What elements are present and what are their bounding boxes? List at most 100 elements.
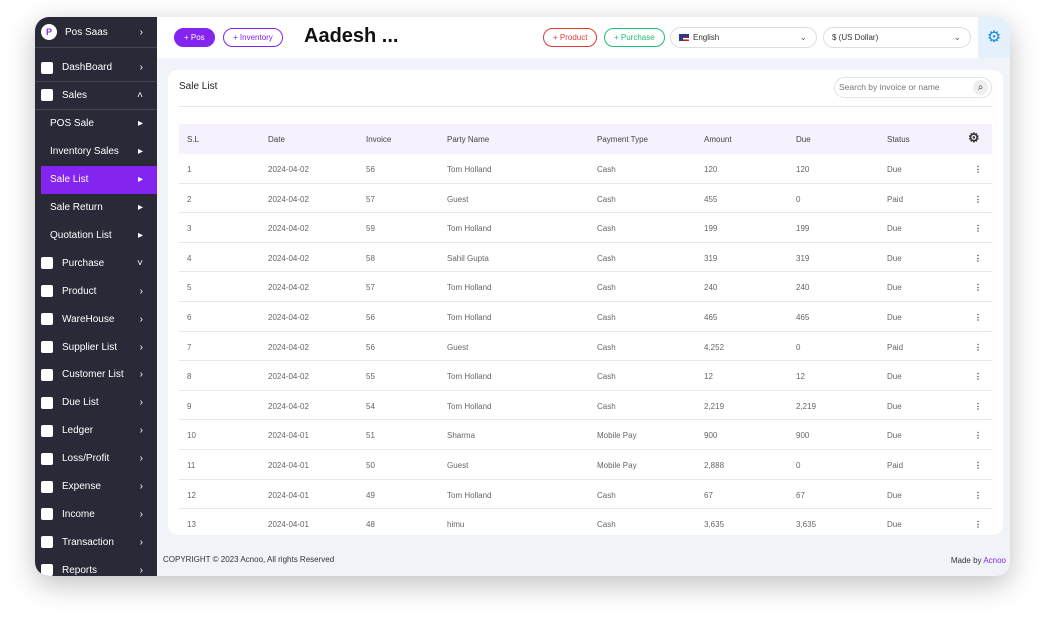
row-actions-menu-icon[interactable]: ⋮ [974,312,982,322]
row-actions-menu-icon[interactable]: ⋮ [974,194,982,204]
settings-gear-icon[interactable]: ⚙ [978,17,1010,58]
sidebar-item-sales[interactable]: Sales ˄ [35,82,157,110]
sidebar-item-quotation-list[interactable]: Quotation List ▸ [35,221,157,249]
table-cell: 2 [187,194,192,204]
sidebar-item-loss-profit[interactable]: Loss/Profit › [35,445,157,473]
sidebar-item-expense[interactable]: Expense › [35,473,157,501]
search-icon[interactable]: ⌕ [973,80,988,95]
currency-select[interactable]: $ (US Dollar) ⌄ [823,27,971,48]
table-cell: 2024-04-02 [268,401,309,411]
sidebar-item-transaction[interactable]: Transaction › [35,528,157,556]
sidebar-item-inventory-sales[interactable]: Inventory Sales ▸ [35,138,157,166]
chevron-right-icon: › [139,26,143,38]
table-cell: Cash [597,253,616,263]
chevron-icon: › [139,62,143,73]
table-cell: Cash [597,165,616,174]
table-cell: 50 [366,460,375,470]
sidebar-item-dashboard[interactable]: DashBoard › [35,54,157,82]
table-cell: Due [887,312,902,322]
inventory-button[interactable]: + Inventory [223,28,283,47]
table-cell: Cash [597,283,616,293]
column-header: Party Name [447,135,490,144]
table-row[interactable]: 2 2024-04-02 57 Guest Cash 455 0 Paid ⋮ [179,184,992,214]
row-actions-menu-icon[interactable]: ⋮ [974,283,982,293]
pos-button[interactable]: + Pos [174,28,215,47]
table-cell: 3 [187,224,192,234]
row-actions-menu-icon[interactable]: ⋮ [974,401,982,411]
table-cell: Tom Holland [447,312,492,322]
row-actions-menu-icon[interactable]: ⋮ [974,490,982,500]
sidebar-item-product[interactable]: Product › [35,277,157,305]
sidebar-item-warehouse[interactable]: WareHouse › [35,305,157,333]
table-row[interactable]: 6 2024-04-02 56 Tom Holland Cash 465 465 Due ⋮ [179,302,992,332]
sidebar-item-label: Ledger [62,425,94,437]
sidebar-item-due-list[interactable]: Due List › [35,389,157,417]
store-title: Aadesh ... [304,25,399,47]
table-row[interactable]: 12 2024-04-01 49 Tom Holland Cash 67 67 Due ⋮ [179,480,992,510]
table-cell: 2024-04-02 [268,224,309,234]
sidebar-item-sale-list[interactable]: Sale List ▸ [41,165,157,194]
sidebar-brand[interactable]: P Pos Saas › [35,17,157,48]
sidebar-item-label: DashBoard [62,62,113,73]
table-row[interactable]: 3 2024-04-02 59 Tom Holland Cash 199 199 Due ⋮ [179,213,992,243]
table-cell: Tom Holland [447,224,492,234]
row-actions-menu-icon[interactable]: ⋮ [974,165,982,174]
table-cell: 3,635 [796,520,817,530]
sidebar-item-sale-return[interactable]: Sale Return ▸ [35,194,157,222]
table-row[interactable]: 1 2024-04-02 56 Tom Holland Cash 120 120 Due ⋮ [179,154,992,184]
sidebar-item-purchase[interactable]: Purchase ˅ [35,249,157,277]
row-actions-menu-icon[interactable]: ⋮ [974,460,982,470]
table-row[interactable]: 5 2024-04-02 57 Tom Holland Cash 240 240 Due ⋮ [179,272,992,302]
sidebar-item-pos-sale[interactable]: POS Sale ▸ [35,110,157,138]
row-actions-menu-icon[interactable]: ⋮ [974,431,982,441]
menu-icon [41,396,53,409]
table-cell: Tom Holland [447,165,492,174]
table-cell: 0 [796,342,801,352]
table-row[interactable]: 7 2024-04-02 56 Guest Cash 4,252 0 Paid ⋮ [179,332,992,362]
table-cell: Paid [887,194,904,204]
sidebar-item-reports[interactable]: Reports › [35,556,157,576]
sidebar-item-income[interactable]: Income › [35,500,157,528]
table-cell: Guest [447,194,469,204]
chevron-icon: ▸ [137,174,143,186]
column-header: Amount [704,135,732,144]
chevron-icon: ˄ [137,89,143,101]
table-cell: 2024-04-02 [268,194,309,204]
table-row[interactable]: 11 2024-04-01 50 Guest Mobile Pay 2,888 0 Paid ⋮ [179,450,992,480]
sidebar-item-label: Sale Return [50,202,103,213]
table-cell: 2,888 [704,460,725,470]
table-row[interactable]: 10 2024-04-01 51 Sharma Mobile Pay 900 900 Due ⋮ [179,420,992,450]
table-cell: Due [887,224,902,234]
row-actions-menu-icon[interactable]: ⋮ [974,372,982,382]
add-product-button[interactable]: + Product [543,28,598,47]
column-settings-gear-icon[interactable]: ⚙ [968,130,980,145]
made-by-link[interactable]: Acnoo [983,556,1006,565]
table-cell: 55 [366,372,375,382]
menu-icon [41,508,53,521]
sidebar-item-customer-list[interactable]: Customer List › [35,361,157,389]
row-actions-menu-icon[interactable]: ⋮ [974,342,982,352]
language-select[interactable]: English ⌄ [670,27,817,48]
table-row[interactable]: 4 2024-04-02 58 Sahil Gupta Cash 319 319 Due ⋮ [179,243,992,273]
chevron-icon: › [139,536,143,548]
sidebar-item-supplier-list[interactable]: Supplier List › [35,333,157,361]
row-actions-menu-icon[interactable]: ⋮ [974,224,982,234]
table-row[interactable]: 8 2024-04-02 55 Tom Holland Cash 12 12 Due ⋮ [179,361,992,391]
add-purchase-button[interactable]: + Purchase [604,28,665,47]
table-cell: Due [887,520,902,530]
table-row[interactable]: 13 2024-04-01 48 himu Cash 3,635 3,635 Due ⋮ [179,509,992,535]
menu-icon [41,536,53,549]
table-cell: Tom Holland [447,401,492,411]
table-cell: Cash [597,194,616,204]
sidebar-item-ledger[interactable]: Ledger › [35,417,157,445]
row-actions-menu-icon[interactable]: ⋮ [974,253,982,263]
search-input[interactable]: Search by invoice or name ⌕ [834,77,992,98]
chevron-down-icon: ⌄ [953,32,961,42]
table-cell: Due [887,283,902,293]
table-row[interactable]: 9 2024-04-02 54 Tom Holland Cash 2,219 2,219 Du… [179,391,992,421]
table-cell: 900 [796,431,810,441]
table-cell: Due [887,490,902,500]
row-actions-menu-icon[interactable]: ⋮ [974,520,982,530]
table-cell: 455 [704,194,718,204]
table-cell: 4 [187,253,192,263]
